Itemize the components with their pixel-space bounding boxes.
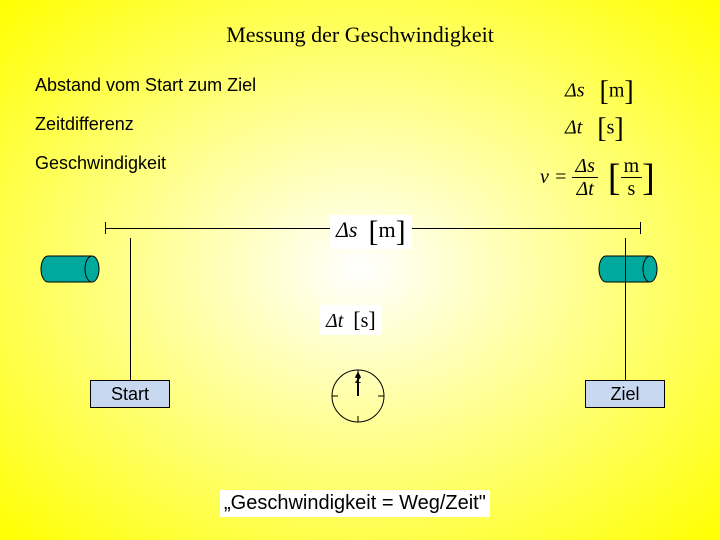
start-text: Start bbox=[111, 384, 149, 404]
ds-label: Δs bbox=[336, 217, 357, 242]
label-zeit: Zeitdifferenz bbox=[35, 114, 256, 135]
ds-unit: m bbox=[378, 217, 395, 242]
frac-ds: Δs bbox=[572, 155, 598, 178]
formula-ds: Δs [m] bbox=[565, 78, 634, 106]
ziel-box: Ziel bbox=[585, 380, 665, 408]
formula-dt: Δt [s] bbox=[565, 115, 624, 143]
bottom-text: „Geschwindigkeit = Weg/Zeit" bbox=[220, 490, 490, 517]
dt-symbol: Δt bbox=[565, 117, 582, 139]
diagram: Δs [m] Δt [s] Start Ziel bbox=[0, 210, 720, 460]
clock-icon: 2 bbox=[330, 368, 386, 424]
labels-block: Abstand vom Start zum Ziel Zeitdifferenz… bbox=[35, 75, 256, 192]
label-abstand: Abstand vom Start zum Ziel bbox=[35, 75, 256, 96]
ds-on-line: Δs [m] bbox=[330, 215, 412, 249]
cylinder-ziel bbox=[598, 255, 658, 283]
tick-right bbox=[640, 222, 641, 234]
frac-dt: Δt bbox=[572, 178, 598, 200]
vline-ziel bbox=[625, 238, 626, 380]
dt-label: Δt bbox=[326, 310, 343, 332]
vline-start bbox=[130, 238, 131, 380]
tick-left bbox=[105, 222, 106, 234]
frac-m: m bbox=[621, 155, 643, 178]
unit-s: s bbox=[607, 117, 615, 139]
cylinder-start bbox=[40, 255, 100, 283]
page-title: Messung der Geschwindigkeit bbox=[0, 0, 720, 48]
dt-label-center: Δt [s] bbox=[320, 305, 382, 335]
ds-symbol: Δs bbox=[565, 80, 585, 102]
v-eq: v = bbox=[540, 166, 567, 188]
label-geschw: Geschwindigkeit bbox=[35, 153, 256, 174]
frac-s: s bbox=[621, 178, 643, 200]
start-box: Start bbox=[90, 380, 170, 408]
clock-top-num: 2 bbox=[330, 372, 386, 386]
formula-v: v = Δs Δt [ m s ] bbox=[540, 155, 655, 200]
unit-m: m bbox=[609, 80, 625, 102]
ziel-text: Ziel bbox=[610, 384, 639, 404]
